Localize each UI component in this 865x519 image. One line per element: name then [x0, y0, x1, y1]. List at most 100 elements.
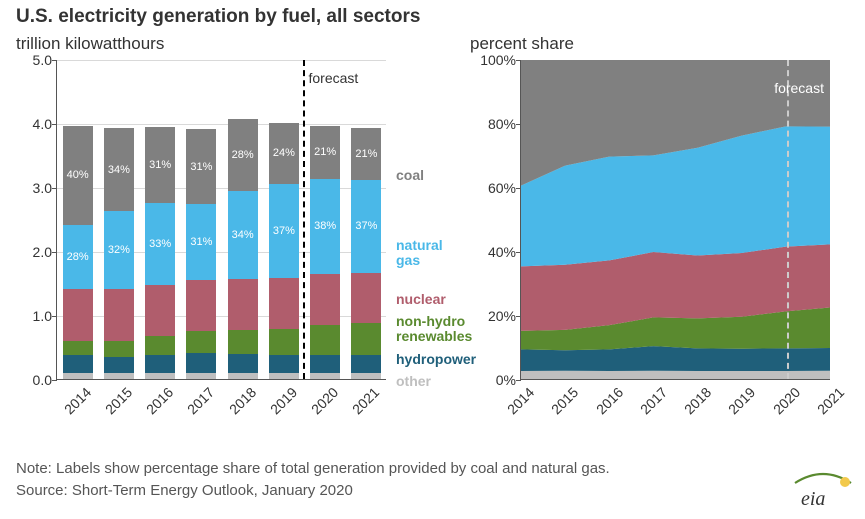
- right-chart: 0%20%40%60%80%100%2014201520162017201820…: [470, 60, 840, 420]
- left-subtitle: trillion kilowatthours: [16, 34, 164, 54]
- x-tick-label: 2019: [267, 384, 300, 417]
- bar-pct-label-coal: 31%: [145, 159, 175, 171]
- area-svg: [521, 60, 830, 379]
- forecast-divider: [787, 60, 789, 379]
- x-tick-label: 2019: [725, 384, 758, 417]
- forecast-divider: [303, 60, 305, 379]
- x-tick-label: 2018: [681, 384, 714, 417]
- bar-pct-label-natural_gas: 37%: [269, 225, 299, 237]
- x-tick-label: 2017: [184, 384, 217, 417]
- y-tick-label: 100%: [480, 52, 516, 68]
- bar-pct-label-coal: 24%: [269, 147, 299, 159]
- source-text: Source: Short-Term Energy Outlook, Janua…: [16, 482, 353, 499]
- bar-pct-label-coal: 34%: [104, 164, 134, 176]
- legend: coal natural gas nuclear non-hydrorenewable…: [396, 60, 470, 420]
- y-tick: [52, 60, 57, 61]
- bar-seg-other: [104, 373, 134, 379]
- bar-seg-hydropower: [63, 355, 93, 372]
- bar-seg-non_hydro_renew: [186, 331, 216, 353]
- right-plot-area: 0%20%40%60%80%100%2014201520162017201820…: [520, 60, 830, 380]
- bar-seg-non_hydro_renew: [310, 325, 340, 354]
- bar-seg-nuclear: [351, 273, 381, 323]
- right-subtitle: percent share: [470, 34, 574, 54]
- bar-seg-other: [310, 373, 340, 379]
- bar-seg-other: [351, 373, 381, 379]
- y-tick: [52, 380, 57, 381]
- bar-pct-label-coal: 28%: [228, 149, 258, 161]
- chart-title: U.S. electricity generation by fuel, all…: [16, 6, 420, 28]
- bar-seg-hydropower: [186, 353, 216, 372]
- bar-seg-hydropower: [310, 355, 340, 373]
- bar-pct-label-natural_gas: 31%: [186, 236, 216, 248]
- bar-pct-label-coal: 21%: [310, 146, 340, 158]
- x-tick-label: 2016: [593, 384, 626, 417]
- bar-pct-label-natural_gas: 33%: [145, 238, 175, 250]
- grid-line: [57, 60, 386, 61]
- legend-natural: natural gas: [396, 238, 470, 269]
- eia-logo: eia: [793, 471, 853, 511]
- bar-seg-other: [186, 373, 216, 379]
- y-tick-label: 3.0: [33, 180, 52, 196]
- bar-seg-non_hydro_renew: [145, 336, 175, 355]
- bar-pct-label-natural_gas: 34%: [228, 229, 258, 241]
- x-tick-label: 2021: [814, 384, 847, 417]
- legend-other: other: [396, 374, 431, 389]
- bar-seg-hydropower: [269, 355, 299, 373]
- bar-seg-other: [63, 373, 93, 379]
- bar-seg-nuclear: [63, 289, 93, 340]
- grid-line: [57, 124, 386, 125]
- y-tick: [52, 316, 57, 317]
- y-tick-label: 2.0: [33, 244, 52, 260]
- left-plot-area: 0.01.02.03.04.05.028%40%201432%34%201533…: [56, 60, 386, 380]
- x-tick-label: 2020: [308, 384, 341, 417]
- y-tick-label: 0%: [496, 372, 516, 388]
- bar-pct-label-coal: 31%: [186, 161, 216, 173]
- x-tick-label: 2020: [770, 384, 803, 417]
- bar-seg-nuclear: [186, 280, 216, 331]
- y-tick-label: 80%: [488, 116, 516, 132]
- bar-seg-non_hydro_renew: [63, 341, 93, 356]
- bar-seg-non_hydro_renew: [351, 323, 381, 355]
- bar-seg-non_hydro_renew: [104, 341, 134, 357]
- x-tick-label: 2015: [102, 384, 135, 417]
- bar-pct-label-natural_gas: 37%: [351, 220, 381, 232]
- bar-seg-other: [269, 373, 299, 379]
- legend-nuclear: nuclear: [396, 292, 446, 307]
- bar-pct-label-coal: 21%: [351, 148, 381, 160]
- bar-seg-nuclear: [104, 289, 134, 340]
- bar-seg-other: [145, 373, 175, 379]
- y-tick: [516, 380, 521, 381]
- y-tick-label: 0.0: [33, 372, 52, 388]
- forecast-label: forecast: [774, 80, 824, 96]
- bar-seg-nuclear: [310, 274, 340, 325]
- x-tick-label: 2015: [548, 384, 581, 417]
- x-tick-label: 2014: [61, 384, 94, 417]
- x-tick-label: 2016: [143, 384, 176, 417]
- x-tick-label: 2014: [504, 384, 537, 417]
- y-tick-label: 40%: [488, 244, 516, 260]
- y-tick-label: 4.0: [33, 116, 52, 132]
- bar-seg-other: [228, 373, 258, 379]
- x-tick-label: 2021: [349, 384, 382, 417]
- x-tick-label: 2018: [226, 384, 259, 417]
- bar-seg-non_hydro_renew: [269, 329, 299, 355]
- legend-non-hydro: non-hydrorenewables: [396, 314, 472, 345]
- svg-text:eia: eia: [801, 488, 825, 510]
- y-tick-label: 20%: [488, 308, 516, 324]
- legend-coal: coal: [396, 168, 424, 183]
- y-tick-label: 1.0: [33, 308, 52, 324]
- y-tick: [52, 252, 57, 253]
- bar-seg-hydropower: [145, 355, 175, 372]
- bar-pct-label-natural_gas: 32%: [104, 244, 134, 256]
- y-tick-label: 60%: [488, 180, 516, 196]
- bar-seg-hydropower: [351, 355, 381, 373]
- bar-pct-label-natural_gas: 28%: [63, 251, 93, 263]
- area-other: [521, 371, 830, 379]
- bar-seg-hydropower: [228, 354, 258, 373]
- x-tick-label: 2017: [637, 384, 670, 417]
- bar-pct-label-coal: 40%: [63, 169, 93, 181]
- bar-seg-hydropower: [104, 357, 134, 373]
- note-text: Note: Labels show percentage share of to…: [16, 460, 610, 477]
- forecast-label: forecast: [309, 70, 359, 86]
- y-tick: [52, 188, 57, 189]
